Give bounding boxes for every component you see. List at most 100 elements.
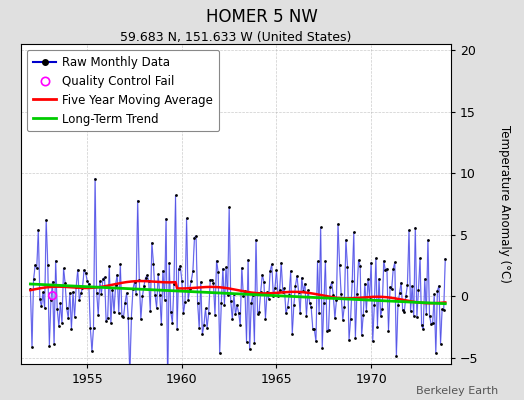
Point xyxy=(192,233,200,239)
Point xyxy=(332,297,341,304)
Point xyxy=(66,290,74,296)
Point xyxy=(328,279,336,286)
Point xyxy=(81,270,90,276)
Point xyxy=(329,292,337,298)
Point xyxy=(282,310,290,316)
Point xyxy=(45,342,53,349)
Point xyxy=(119,314,128,321)
Point xyxy=(309,326,317,332)
Point xyxy=(115,310,123,316)
Point xyxy=(196,279,205,285)
Point xyxy=(185,285,194,292)
Point xyxy=(89,324,97,331)
Point xyxy=(214,269,222,275)
Point xyxy=(64,315,72,321)
Point xyxy=(394,302,402,308)
Point xyxy=(372,255,380,262)
Point xyxy=(58,320,66,326)
Point xyxy=(293,273,301,279)
Point xyxy=(69,289,77,295)
Point xyxy=(413,314,421,320)
Point xyxy=(206,277,214,283)
Point xyxy=(62,305,71,312)
Point xyxy=(113,272,122,278)
Point xyxy=(135,276,144,283)
Point xyxy=(34,227,42,233)
Point xyxy=(395,290,403,296)
Point xyxy=(51,258,60,264)
Point xyxy=(179,310,188,316)
Point xyxy=(48,292,57,299)
Point xyxy=(171,192,180,198)
Point xyxy=(231,311,239,318)
Point xyxy=(141,274,150,281)
Point xyxy=(359,312,367,318)
Point xyxy=(304,287,312,294)
Point xyxy=(148,240,156,246)
Point xyxy=(152,305,161,311)
Point xyxy=(91,175,99,182)
Point xyxy=(190,234,199,241)
Point xyxy=(400,309,408,316)
Point xyxy=(425,313,434,319)
Point xyxy=(138,293,147,300)
Point xyxy=(127,315,136,321)
Point xyxy=(239,293,247,299)
Point xyxy=(263,289,271,296)
Point xyxy=(403,282,412,289)
Point xyxy=(121,299,129,306)
Point xyxy=(110,309,118,315)
Point xyxy=(107,320,115,326)
Point xyxy=(379,258,388,264)
Legend: Raw Monthly Data, Quality Control Fail, Five Year Moving Average, Long-Term Tren: Raw Monthly Data, Quality Control Fail, … xyxy=(27,50,219,132)
Point xyxy=(362,308,370,314)
Point xyxy=(187,278,195,284)
Point xyxy=(294,289,303,295)
Point xyxy=(247,299,256,306)
Point xyxy=(173,326,181,332)
Point xyxy=(373,324,381,330)
Point xyxy=(271,285,279,291)
Point xyxy=(75,297,83,303)
Point xyxy=(384,328,392,334)
Point xyxy=(290,302,298,308)
Point xyxy=(222,264,230,270)
Point xyxy=(318,344,326,351)
Point xyxy=(160,296,169,303)
Point xyxy=(36,296,44,302)
Point xyxy=(59,265,68,272)
Point xyxy=(418,322,426,328)
Point xyxy=(376,312,385,319)
Point xyxy=(429,320,437,327)
Point xyxy=(225,204,233,211)
Point xyxy=(298,274,306,281)
Y-axis label: Temperature Anomaly (°C): Temperature Anomaly (°C) xyxy=(498,125,510,283)
Point xyxy=(424,237,432,243)
Point xyxy=(104,314,112,321)
Point xyxy=(116,261,125,268)
Point xyxy=(365,294,374,300)
Point xyxy=(381,267,389,274)
Point xyxy=(312,338,320,344)
Point xyxy=(288,330,297,337)
Point xyxy=(129,286,137,292)
Point xyxy=(242,339,250,346)
Point xyxy=(28,343,36,350)
Point xyxy=(367,260,375,266)
Point xyxy=(331,315,339,322)
Point xyxy=(167,309,175,316)
Point xyxy=(165,260,173,266)
Point xyxy=(43,262,52,268)
Point xyxy=(201,305,210,312)
Point xyxy=(340,304,348,310)
Point xyxy=(241,287,249,294)
Point xyxy=(130,279,139,285)
Point xyxy=(217,300,225,306)
Point xyxy=(265,296,273,302)
Point xyxy=(97,290,106,297)
Point xyxy=(337,291,345,298)
Point xyxy=(350,229,358,236)
Point xyxy=(67,326,75,332)
Point xyxy=(307,304,315,311)
Point xyxy=(220,302,228,308)
